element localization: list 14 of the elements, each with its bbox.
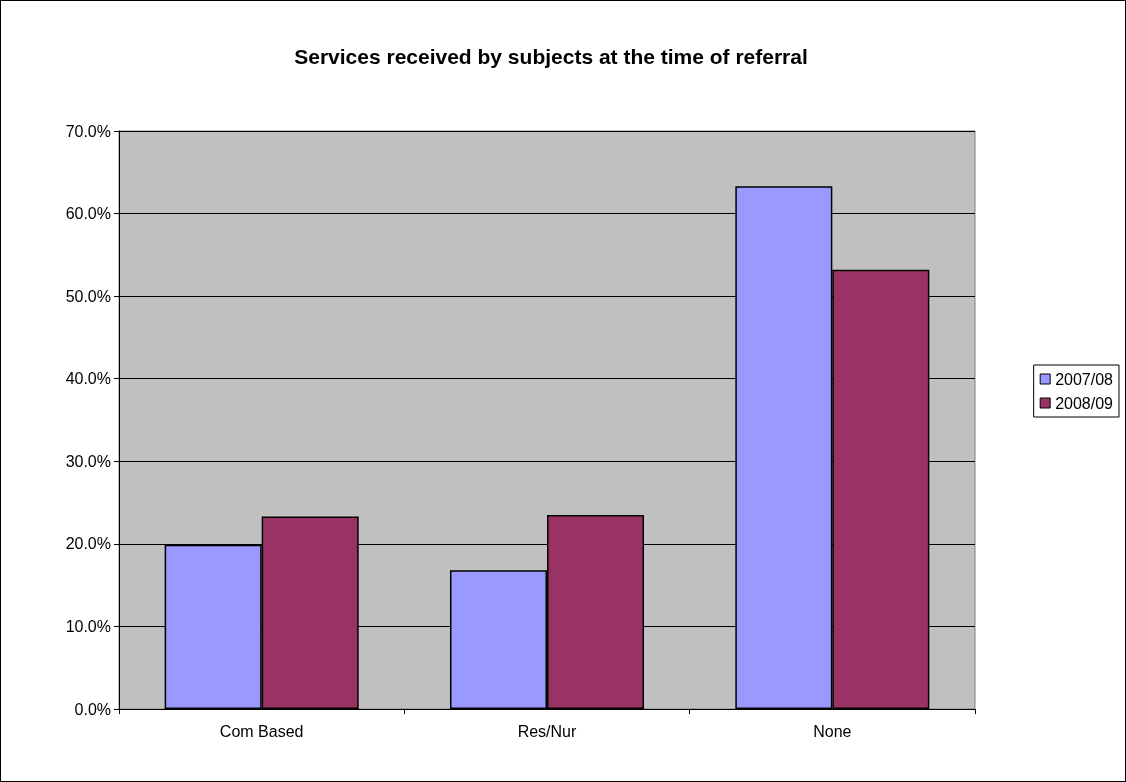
y-tick-label: 70.0% [65,122,111,140]
y-tick-label: 10.0% [65,617,111,635]
y-tick-label: 40.0% [65,370,111,388]
y-tick-label: 30.0% [65,452,111,470]
y-tick-label: 60.0% [65,205,111,223]
y-tick-label: 0.0% [74,700,111,718]
y-tick-label: 50.0% [65,287,111,305]
x-tick-label: None [813,722,852,740]
legend-label: 2008/09 [1055,394,1114,412]
x-tick-label: Com Based [219,722,304,740]
y-tick-label: 20.0% [65,535,111,553]
x-tick-label: Res/Nur [517,722,578,740]
chart-title: Services received by subjects at the time of referral [294,45,808,68]
legend-label: 2007/08 [1055,370,1114,388]
